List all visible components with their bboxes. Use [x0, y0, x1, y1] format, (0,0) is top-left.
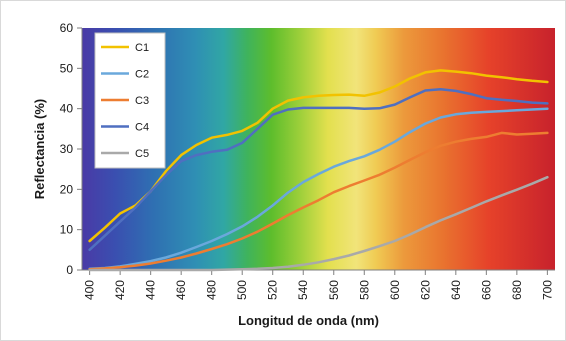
x-tick-label: 580	[357, 280, 371, 300]
legend-label-c4: C4	[135, 122, 149, 134]
x-tick-label: 660	[479, 280, 493, 300]
series-line-c1	[88, 69, 549, 243]
series-layer	[88, 69, 549, 272]
y-tick-label: 20	[60, 182, 74, 196]
x-tick-label: 600	[388, 280, 402, 300]
x-tick-label: 620	[418, 280, 432, 300]
x-tick-label: 480	[205, 280, 219, 300]
y-axis-title: Reflectancia (%)	[32, 99, 47, 199]
x-tick-label: 520	[266, 280, 280, 300]
x-axis: 400 420 440 460 480 500 520 540 560 580 600 620 640 6…	[82, 269, 555, 300]
y-tick-label: 40	[60, 102, 74, 116]
x-tick-label: 500	[235, 280, 249, 300]
x-tick-label: 400	[83, 280, 97, 300]
series-line-c2	[88, 107, 549, 271]
x-tick-label: 560	[327, 280, 341, 300]
x-tick-label: 680	[510, 280, 524, 300]
legend-label-c1: C1	[135, 42, 149, 54]
legend-label-c2: C2	[135, 69, 149, 81]
x-tick-label: 460	[174, 280, 188, 300]
legend-label-c5: C5	[135, 148, 149, 160]
x-tick-label: 540	[296, 280, 310, 300]
y-tick-label: 30	[60, 142, 74, 156]
x-tick-label: 700	[540, 280, 554, 300]
y-tick-label: 10	[60, 223, 74, 237]
y-tick-label: 0	[66, 263, 73, 277]
series-line-c5	[88, 175, 549, 272]
x-tick-label: 440	[144, 280, 158, 300]
y-tick-label: 50	[60, 61, 74, 75]
x-tick-label: 420	[113, 280, 127, 300]
x-axis-title: Longitud de onda (nm)	[238, 313, 379, 328]
y-tick-label: 60	[60, 21, 74, 35]
legend: C1 C2 C3 C4 C5	[94, 32, 166, 169]
series-line-c4	[88, 88, 549, 252]
x-tick-label: 640	[449, 280, 463, 300]
series-line-c3	[88, 131, 549, 271]
y-axis: 0 10 20 30 40 50 60	[60, 21, 83, 277]
legend-label-c3: C3	[135, 95, 149, 107]
